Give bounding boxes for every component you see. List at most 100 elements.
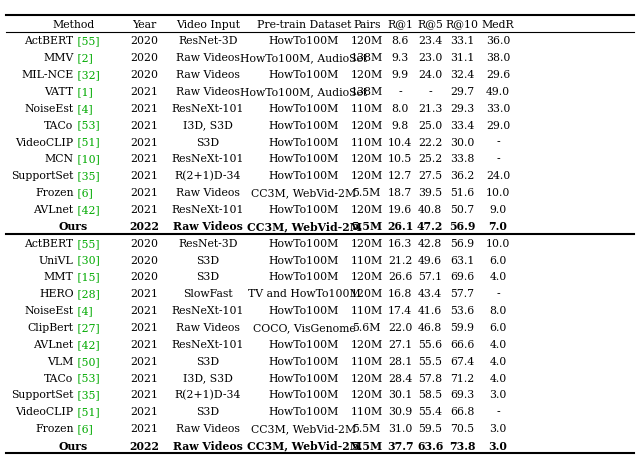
Text: 36.0: 36.0 xyxy=(486,36,510,46)
Text: Raw Videos: Raw Videos xyxy=(176,188,240,198)
Text: 33.8: 33.8 xyxy=(450,154,474,164)
Text: -: - xyxy=(496,137,500,147)
Text: -: - xyxy=(398,87,402,97)
Text: SupportSet: SupportSet xyxy=(12,390,74,400)
Text: ResNeXt-101: ResNeXt-101 xyxy=(172,104,244,113)
Text: ResNeXt-101: ResNeXt-101 xyxy=(172,154,244,164)
Text: 2021: 2021 xyxy=(130,423,158,433)
Text: Frozen: Frozen xyxy=(35,423,74,433)
Text: 18.7: 18.7 xyxy=(388,188,412,198)
Text: 7.0: 7.0 xyxy=(488,221,508,232)
Text: 10.5: 10.5 xyxy=(388,154,412,164)
Text: 120M: 120M xyxy=(351,390,383,400)
Text: 19.6: 19.6 xyxy=(388,205,412,214)
Text: TACo: TACo xyxy=(44,120,74,130)
Text: 120M: 120M xyxy=(351,373,383,383)
Text: TACo: TACo xyxy=(44,373,74,383)
Text: HowTo100M: HowTo100M xyxy=(269,255,339,265)
Text: 33.1: 33.1 xyxy=(450,36,474,46)
Text: 2020: 2020 xyxy=(130,238,158,248)
Text: 2021: 2021 xyxy=(130,406,158,416)
Text: MCN: MCN xyxy=(45,154,74,164)
Text: UniVL [30]: UniVL [30] xyxy=(44,255,104,265)
Text: ActBERT: ActBERT xyxy=(24,36,74,46)
Text: 69.3: 69.3 xyxy=(450,390,474,400)
Text: 27.5: 27.5 xyxy=(418,171,442,181)
Text: 12.7: 12.7 xyxy=(388,171,412,181)
Text: Raw Videos: Raw Videos xyxy=(176,87,240,97)
Text: 110M: 110M xyxy=(351,104,383,113)
Text: 5.5M: 5.5M xyxy=(353,188,381,198)
Text: 40.8: 40.8 xyxy=(418,205,442,214)
Text: NoiseEst [4]: NoiseEst [4] xyxy=(40,306,108,315)
Text: [35]: [35] xyxy=(74,390,99,400)
Text: S3D: S3D xyxy=(196,137,220,147)
Text: 3.0: 3.0 xyxy=(489,390,507,400)
Text: 4.0: 4.0 xyxy=(490,272,506,282)
Text: 56.9: 56.9 xyxy=(449,221,476,232)
Text: 6.0: 6.0 xyxy=(489,322,507,332)
Text: 37.7: 37.7 xyxy=(387,440,413,451)
Text: 36.2: 36.2 xyxy=(450,171,474,181)
Text: 120M: 120M xyxy=(351,238,383,248)
Text: NoiseEst [4]: NoiseEst [4] xyxy=(40,104,108,113)
Text: 57.1: 57.1 xyxy=(418,272,442,282)
Text: [53]: [53] xyxy=(74,120,99,130)
Text: 55.6: 55.6 xyxy=(418,339,442,349)
Text: UniVL: UniVL xyxy=(39,255,74,265)
Text: [2]: [2] xyxy=(74,53,92,63)
Text: [15]: [15] xyxy=(74,272,99,282)
Text: Raw Videos: Raw Videos xyxy=(173,440,243,451)
Text: 49.6: 49.6 xyxy=(418,255,442,265)
Text: 2021: 2021 xyxy=(130,373,158,383)
Text: 2021: 2021 xyxy=(130,289,158,299)
Text: 31.1: 31.1 xyxy=(450,53,474,63)
Text: HowTo100M: HowTo100M xyxy=(269,120,339,130)
Text: [27]: [27] xyxy=(74,322,99,332)
Text: 58.5: 58.5 xyxy=(418,390,442,400)
Text: MCN [10]: MCN [10] xyxy=(46,154,101,164)
Text: 8.0: 8.0 xyxy=(391,104,409,113)
Text: [55]: [55] xyxy=(74,36,99,46)
Text: MMV [2]: MMV [2] xyxy=(49,53,98,63)
Text: 55.5: 55.5 xyxy=(418,356,442,366)
Text: 53.6: 53.6 xyxy=(450,306,474,315)
Text: 27.1: 27.1 xyxy=(388,339,412,349)
Text: R@1: R@1 xyxy=(387,19,413,29)
Text: 29.0: 29.0 xyxy=(486,120,510,130)
Text: 30.9: 30.9 xyxy=(388,406,412,416)
Text: [42]: [42] xyxy=(74,205,99,214)
Text: 138M: 138M xyxy=(351,87,383,97)
Text: 10.0: 10.0 xyxy=(486,188,510,198)
Text: Year: Year xyxy=(132,19,156,29)
Text: 41.6: 41.6 xyxy=(418,306,442,315)
Text: 30.0: 30.0 xyxy=(450,137,474,147)
Text: 59.5: 59.5 xyxy=(418,423,442,433)
Text: HowTo100M: HowTo100M xyxy=(269,356,339,366)
Text: Video Input: Video Input xyxy=(176,19,240,29)
Text: ActBERT [55]: ActBERT [55] xyxy=(36,36,111,46)
Text: HowTo100M: HowTo100M xyxy=(269,238,339,248)
Text: 66.6: 66.6 xyxy=(450,339,474,349)
Text: 2021: 2021 xyxy=(130,188,158,198)
Text: 24.0: 24.0 xyxy=(418,70,442,80)
Text: HowTo100M: HowTo100M xyxy=(269,154,339,164)
Text: I3D, S3D: I3D, S3D xyxy=(183,373,233,383)
Text: R@10: R@10 xyxy=(445,19,479,29)
Text: HowTo100M: HowTo100M xyxy=(269,171,339,181)
Text: 2022: 2022 xyxy=(129,440,159,451)
Text: HowTo100M: HowTo100M xyxy=(269,137,339,147)
Text: 23.4: 23.4 xyxy=(418,36,442,46)
Text: 2021: 2021 xyxy=(130,205,158,214)
Text: Method: Method xyxy=(52,19,95,29)
Text: Raw Videos: Raw Videos xyxy=(176,53,240,63)
Text: ClipBert [27]: ClipBert [27] xyxy=(38,322,109,332)
Text: 120M: 120M xyxy=(351,154,383,164)
Text: 67.4: 67.4 xyxy=(450,356,474,366)
Text: VideoCLIP: VideoCLIP xyxy=(15,406,74,416)
Text: [28]: [28] xyxy=(74,289,99,299)
Text: VATT [1]: VATT [1] xyxy=(50,87,97,97)
Text: HowTo100M: HowTo100M xyxy=(269,406,339,416)
Text: 17.4: 17.4 xyxy=(388,306,412,315)
Text: 10.0: 10.0 xyxy=(486,238,510,248)
